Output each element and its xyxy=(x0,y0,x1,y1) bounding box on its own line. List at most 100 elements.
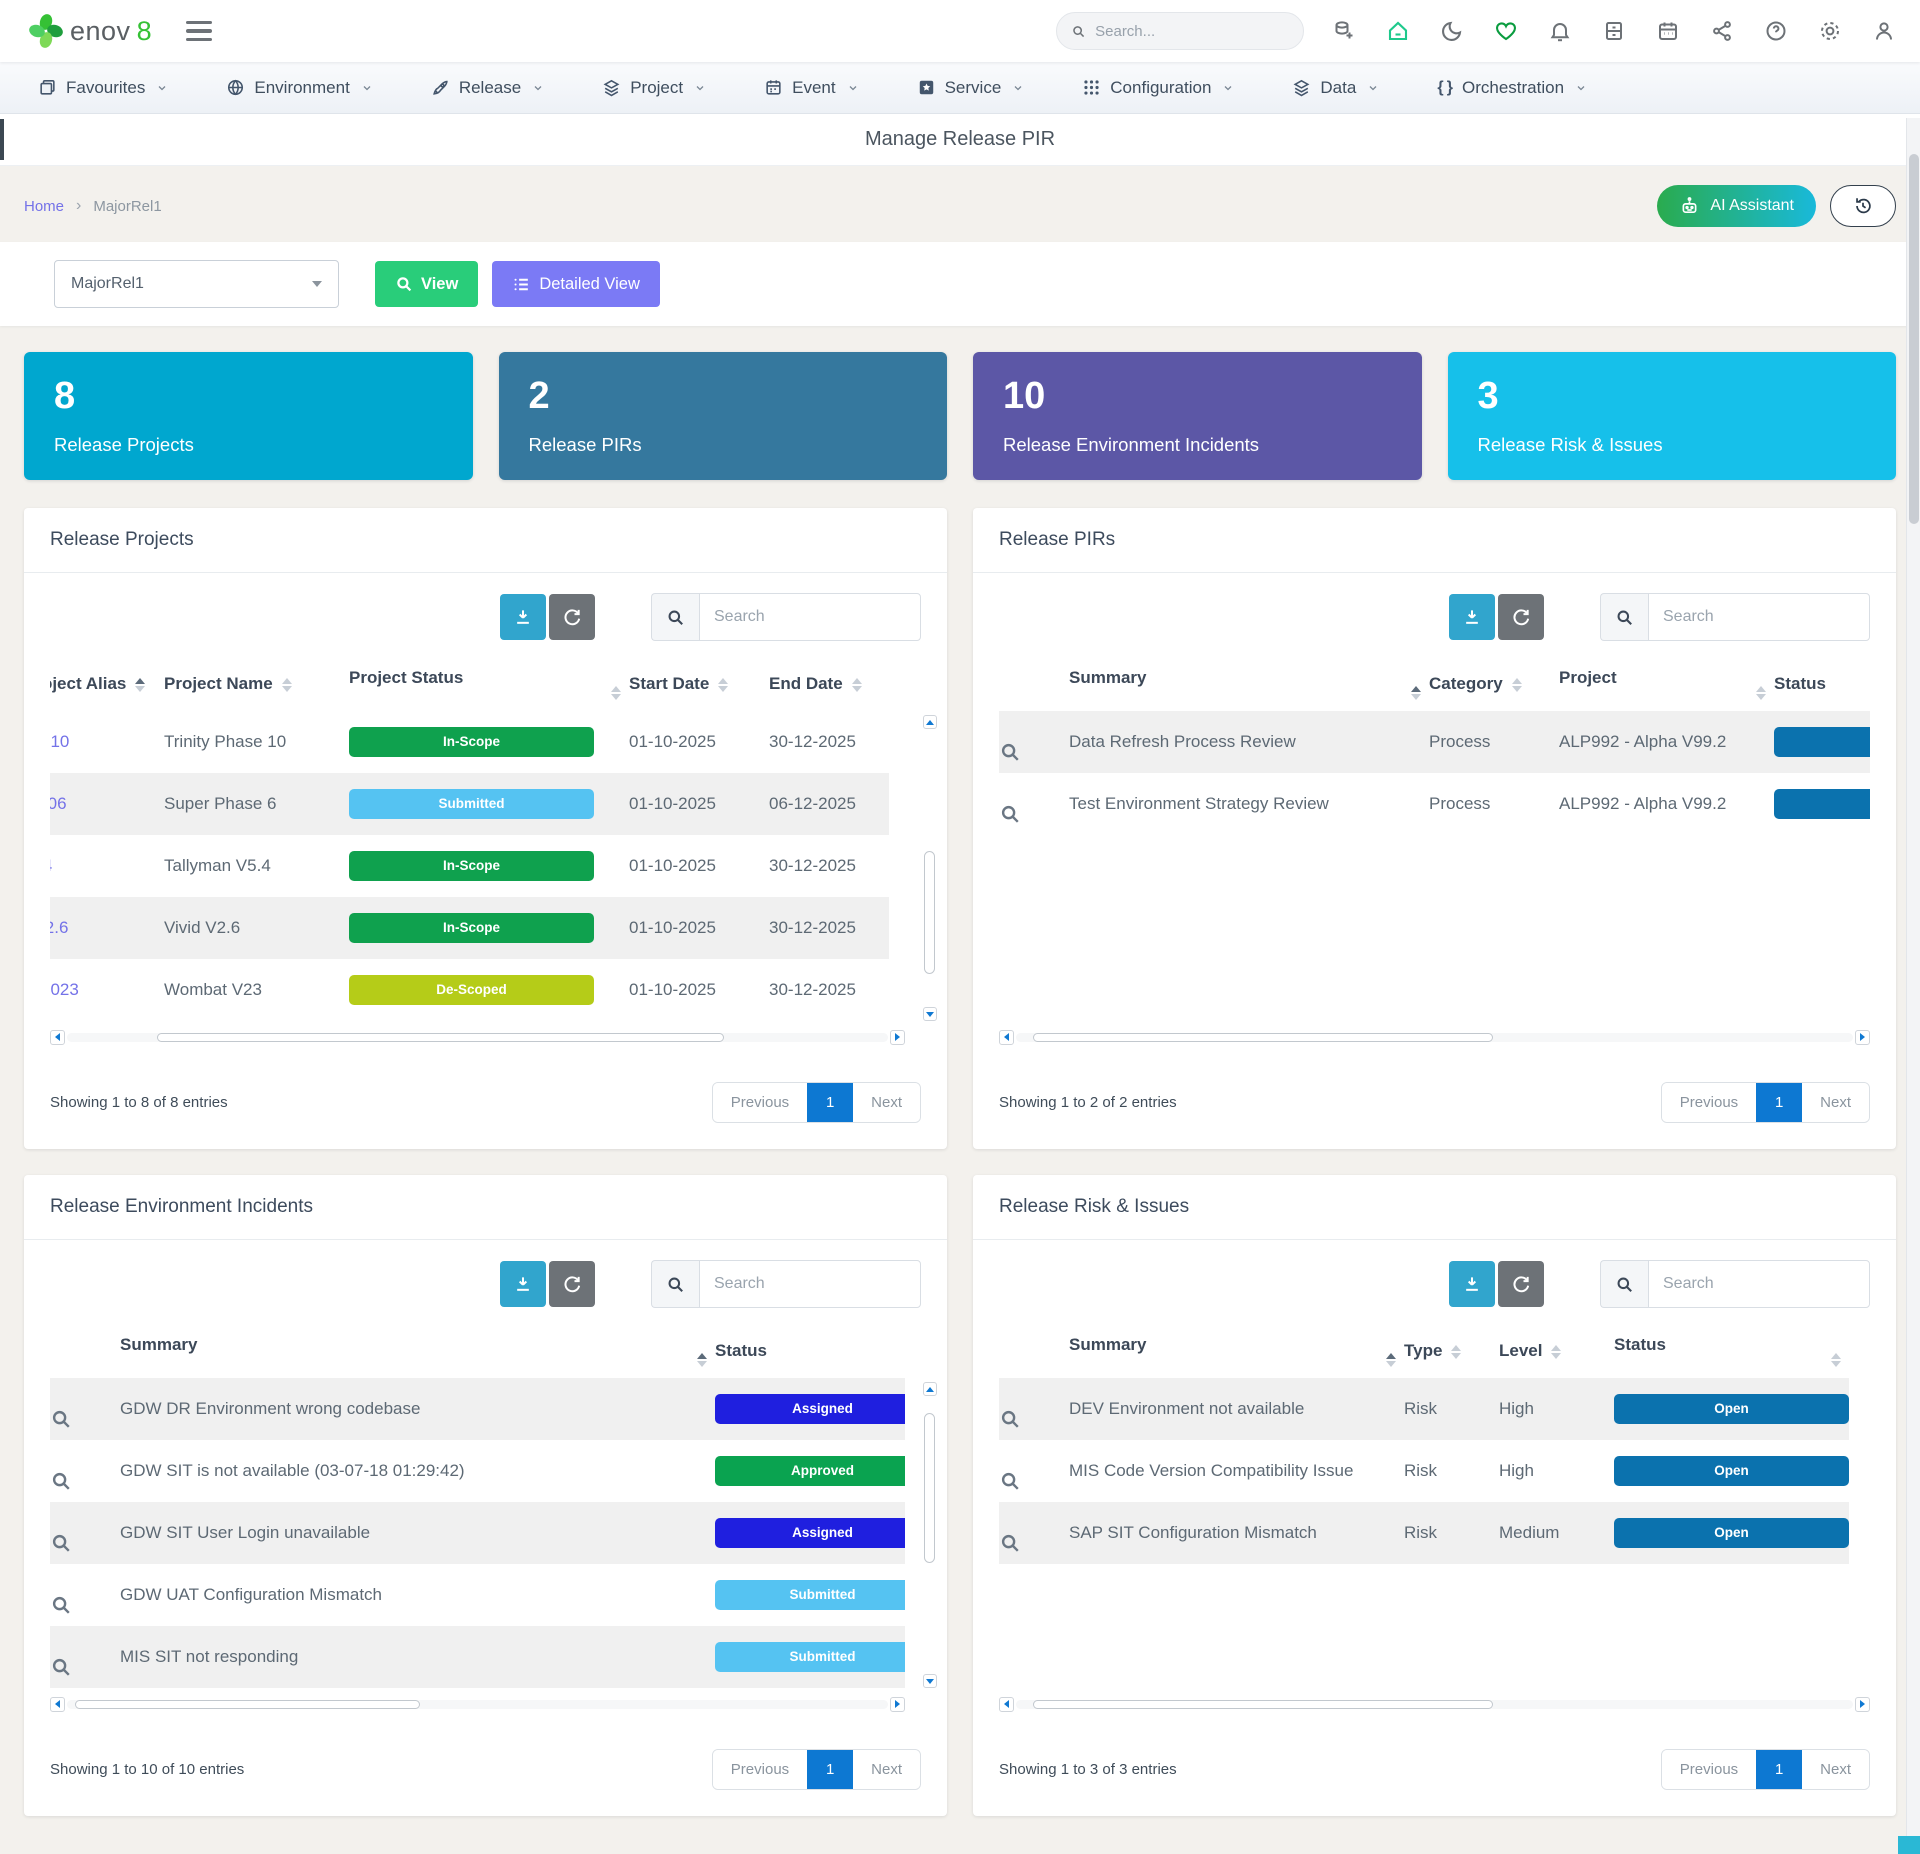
table-horizontal-scrollbar[interactable] xyxy=(999,1029,1870,1045)
scrollbar-thumb[interactable] xyxy=(924,851,935,974)
pagination-next[interactable]: Next xyxy=(1802,1083,1869,1122)
view-button[interactable]: View xyxy=(375,261,479,307)
hamburger-menu-icon[interactable] xyxy=(185,21,212,41)
table-horizontal-scrollbar[interactable] xyxy=(50,1029,905,1045)
column-header-type[interactable]: Type xyxy=(1404,1324,1499,1378)
table-search-input[interactable] xyxy=(1648,1260,1870,1308)
scrollbar-thumb[interactable] xyxy=(1032,1699,1494,1709)
global-search-input[interactable] xyxy=(1095,22,1289,40)
row-search-icon[interactable] xyxy=(999,721,1061,763)
table-vertical-scrollbar[interactable] xyxy=(923,715,937,1021)
pagination-page-1[interactable]: 1 xyxy=(807,1750,854,1789)
project-alias-link[interactable]: V02.6 xyxy=(50,918,69,937)
row-search-icon[interactable] xyxy=(50,1388,112,1430)
detailed-view-button[interactable]: Detailed View xyxy=(492,261,660,307)
release-select[interactable]: MajorRel1 xyxy=(54,260,339,308)
pagination-previous[interactable]: Previous xyxy=(712,1083,808,1122)
refresh-button[interactable] xyxy=(1498,594,1544,640)
project-alias-link[interactable]: SU06 xyxy=(50,794,67,813)
column-header-status[interactable]: Status xyxy=(715,1341,767,1360)
row-search-icon[interactable] xyxy=(999,1388,1061,1430)
scroll-down-button[interactable] xyxy=(923,1007,937,1021)
menu-configuration[interactable]: Configuration xyxy=(1082,78,1234,98)
table-horizontal-scrollbar[interactable] xyxy=(999,1696,1870,1712)
scroll-up-button[interactable] xyxy=(923,715,937,729)
menu-project[interactable]: Project xyxy=(602,78,706,98)
menu-release[interactable]: Release xyxy=(431,78,544,98)
bell-icon[interactable] xyxy=(1548,19,1572,43)
pagination-page-1[interactable]: 1 xyxy=(1756,1750,1803,1789)
pagination-page-1[interactable]: 1 xyxy=(1756,1083,1803,1122)
scroll-left-button[interactable] xyxy=(999,1696,1014,1712)
row-search-icon[interactable] xyxy=(999,783,1061,825)
scroll-up-button[interactable] xyxy=(923,1382,937,1396)
scroll-right-button[interactable] xyxy=(1855,1029,1870,1045)
scrollbar-thumb[interactable] xyxy=(157,1032,724,1042)
column-header-summary[interactable]: Summary xyxy=(1069,1324,1404,1378)
row-search-icon[interactable] xyxy=(50,1574,112,1616)
pagination-previous[interactable]: Previous xyxy=(712,1750,808,1789)
column-header-start-date[interactable]: Start Date xyxy=(629,657,769,711)
scroll-left-button[interactable] xyxy=(50,1029,65,1045)
help-icon[interactable] xyxy=(1764,19,1788,43)
database-add-icon[interactable] xyxy=(1332,19,1356,43)
download-button[interactable] xyxy=(1449,594,1495,640)
column-header-category[interactable]: Category xyxy=(1429,657,1559,711)
table-search-input[interactable] xyxy=(1648,593,1870,641)
column-header-summary[interactable]: Summary xyxy=(120,1324,715,1378)
scroll-right-button[interactable] xyxy=(890,1029,905,1045)
download-button[interactable] xyxy=(500,594,546,640)
scrollbar-thumb[interactable] xyxy=(75,1699,421,1709)
scroll-left-button[interactable] xyxy=(50,1696,65,1712)
table-vertical-scrollbar[interactable] xyxy=(923,1382,937,1688)
enov8-logo[interactable]: enov 8 xyxy=(28,13,152,49)
menu-event[interactable]: Event xyxy=(764,78,858,98)
row-search-icon[interactable] xyxy=(999,1512,1061,1554)
menu-favourites[interactable]: Favourites xyxy=(38,78,168,98)
column-header-project-status[interactable]: Project Status xyxy=(349,657,629,711)
moon-icon[interactable] xyxy=(1440,19,1464,43)
pagination-next[interactable]: Next xyxy=(1802,1750,1869,1789)
column-header-status[interactable]: Status xyxy=(1614,1324,1849,1378)
refresh-button[interactable] xyxy=(1498,1261,1544,1307)
archive-cabinet-icon[interactable] xyxy=(1602,19,1626,43)
heart-icon[interactable] xyxy=(1494,19,1518,43)
project-alias-link[interactable]: DM023 xyxy=(50,980,79,999)
pagination-previous[interactable]: Previous xyxy=(1661,1083,1757,1122)
scrollbar-thumb[interactable] xyxy=(924,1412,935,1563)
row-search-icon[interactable] xyxy=(999,1450,1061,1492)
scroll-left-button[interactable] xyxy=(999,1029,1014,1045)
menu-environment[interactable]: Environment xyxy=(226,78,372,98)
column-header-status[interactable]: Status xyxy=(1774,674,1826,693)
global-search[interactable] xyxy=(1056,12,1304,50)
row-search-icon[interactable] xyxy=(50,1636,112,1678)
menu-orchestration[interactable]: { } Orchestration xyxy=(1437,78,1587,98)
table-search-input[interactable] xyxy=(699,593,921,641)
column-header-project[interactable]: Project xyxy=(1559,657,1774,711)
pagination-next[interactable]: Next xyxy=(853,1750,920,1789)
page-scrollbar-thumb[interactable] xyxy=(1909,154,1919,524)
row-search-icon[interactable] xyxy=(50,1512,112,1554)
scroll-down-button[interactable] xyxy=(923,1674,937,1688)
download-button[interactable] xyxy=(1449,1261,1495,1307)
menu-data[interactable]: Data xyxy=(1292,78,1379,98)
share-icon[interactable] xyxy=(1710,19,1734,43)
table-horizontal-scrollbar[interactable] xyxy=(50,1696,905,1712)
project-alias-link[interactable]: RI010 xyxy=(50,732,70,751)
home-icon[interactable] xyxy=(1386,19,1410,43)
project-alias-link[interactable]: L54 xyxy=(50,856,52,875)
menu-service[interactable]: Service xyxy=(917,78,1025,98)
scroll-right-button[interactable] xyxy=(1855,1696,1870,1712)
settings-gear-icon[interactable] xyxy=(1818,19,1842,43)
pagination-page-1[interactable]: 1 xyxy=(807,1083,854,1122)
ai-assistant-button[interactable]: AI Assistant xyxy=(1657,185,1816,227)
page-scrollbar[interactable] xyxy=(1906,118,1920,1854)
column-header-end-date[interactable]: End Date xyxy=(769,657,889,711)
refresh-button[interactable] xyxy=(549,1261,595,1307)
column-header-project-alias[interactable]: Project Alias xyxy=(50,657,164,711)
row-search-icon[interactable] xyxy=(50,1450,112,1492)
scrollbar-thumb[interactable] xyxy=(1032,1032,1494,1042)
breadcrumb-home-link[interactable]: Home xyxy=(24,197,65,215)
table-search-input[interactable] xyxy=(699,1260,921,1308)
user-icon[interactable] xyxy=(1872,19,1896,43)
